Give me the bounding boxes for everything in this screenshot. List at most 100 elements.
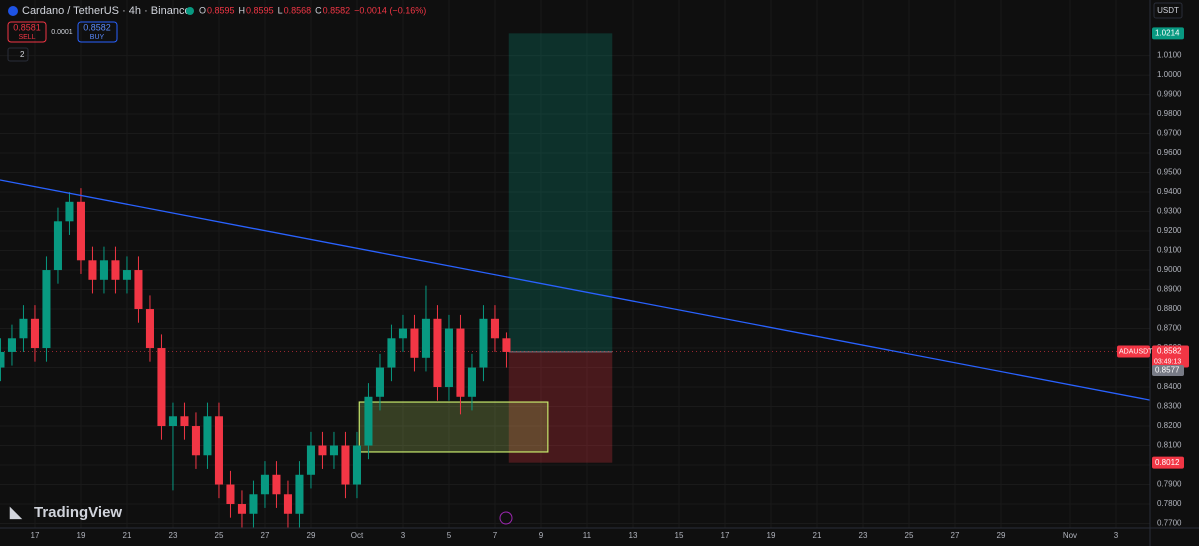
y-tick-label: 0.9800 bbox=[1157, 109, 1182, 118]
indicators-count[interactable]: 2 bbox=[20, 50, 25, 59]
candle-body bbox=[134, 270, 143, 310]
x-tick-label: 27 bbox=[261, 531, 270, 540]
candle-body bbox=[272, 474, 281, 495]
y-tick-label: 0.9600 bbox=[1157, 148, 1182, 157]
candle-body bbox=[352, 445, 361, 485]
prev-price-bg bbox=[1152, 365, 1184, 377]
y-tick-label: 0.7800 bbox=[1157, 499, 1182, 508]
candle-body bbox=[456, 328, 465, 397]
x-tick-label: 17 bbox=[721, 531, 730, 540]
x-tick-label: 25 bbox=[905, 531, 914, 540]
x-tick-label: 13 bbox=[629, 531, 638, 540]
prev-price: 0.8577 bbox=[1155, 366, 1180, 375]
y-tick-label: 0.8300 bbox=[1157, 402, 1182, 411]
y-tick-label: 1.0100 bbox=[1157, 51, 1182, 60]
event-icon[interactable] bbox=[499, 511, 513, 525]
buy-label[interactable]: BUY bbox=[90, 34, 105, 41]
brand: TradingView bbox=[34, 504, 122, 521]
candle-body bbox=[0, 351, 5, 368]
target-badge-bg bbox=[1152, 27, 1184, 40]
candle-body bbox=[398, 328, 407, 339]
y-tick-label: 0.8900 bbox=[1157, 285, 1182, 294]
y-tick-label: 0.9400 bbox=[1157, 187, 1182, 196]
sell-label[interactable]: SELL bbox=[18, 34, 35, 41]
sell-price[interactable]: 0.8581 bbox=[13, 22, 41, 32]
candle-body bbox=[42, 270, 51, 349]
candle-body bbox=[502, 338, 511, 352]
ohlc-value: 0.8582 bbox=[323, 5, 351, 15]
y-tick-label: 0.9300 bbox=[1157, 207, 1182, 216]
x-tick-label: 19 bbox=[77, 531, 86, 540]
y-tick-label: 0.8800 bbox=[1157, 304, 1182, 313]
candle-body bbox=[387, 338, 396, 368]
candle-body bbox=[145, 309, 154, 349]
y-tick-label: 0.8700 bbox=[1157, 324, 1182, 333]
currency[interactable]: USDT bbox=[1157, 6, 1179, 15]
trendline bbox=[0, 179, 1151, 401]
candle-body bbox=[157, 348, 166, 427]
x-tick-label: 3 bbox=[401, 531, 406, 540]
candle-body bbox=[180, 416, 189, 427]
y-tick-label: 0.8200 bbox=[1157, 421, 1182, 430]
buy-price[interactable]: 0.8582 bbox=[83, 22, 111, 32]
indicators-toggle[interactable] bbox=[7, 47, 29, 62]
candle-body bbox=[410, 328, 419, 358]
profit-zone bbox=[508, 33, 613, 352]
plot bbox=[0, 0, 1151, 528]
y-tick-label: 0.9000 bbox=[1157, 265, 1182, 274]
target-badge: 1.0214 bbox=[1155, 28, 1180, 37]
candle-body bbox=[260, 474, 269, 495]
x-tick-label: 5 bbox=[447, 531, 452, 540]
ohlc-key: L bbox=[278, 5, 283, 15]
ohlc-key: O bbox=[199, 5, 206, 15]
candle-body bbox=[421, 318, 430, 358]
x-tick-label: 27 bbox=[951, 531, 960, 540]
candle-body bbox=[168, 416, 177, 427]
market-status bbox=[186, 7, 194, 15]
ohlc-key: C bbox=[315, 5, 322, 15]
candle-body bbox=[65, 201, 74, 222]
symbol-logo bbox=[8, 6, 18, 16]
x-tick-label: 29 bbox=[997, 531, 1006, 540]
ohlc-value: 0.8568 bbox=[284, 5, 312, 15]
sell-button[interactable] bbox=[7, 21, 47, 43]
candle-body bbox=[364, 396, 373, 446]
candle-body bbox=[53, 221, 62, 271]
x-tick-label: 23 bbox=[859, 531, 868, 540]
y-tick-label: 0.8400 bbox=[1157, 382, 1182, 391]
candle-body bbox=[329, 445, 338, 456]
candle-body bbox=[306, 445, 315, 475]
loss-zone bbox=[508, 351, 613, 463]
symbol-badge: ADAUSDT bbox=[1119, 348, 1153, 355]
stop-badge-bg bbox=[1152, 456, 1184, 469]
candle-body bbox=[30, 318, 39, 349]
brand-logo: ◣ bbox=[9, 504, 23, 521]
x-tick-label: 7 bbox=[493, 531, 498, 540]
candle-body bbox=[295, 474, 304, 514]
x-tick-label: 15 bbox=[675, 531, 684, 540]
candle-body bbox=[375, 367, 384, 397]
y-tick-label: 0.8100 bbox=[1157, 441, 1182, 450]
chart-title: Cardano / TetherUS · 4h · Binance bbox=[22, 5, 191, 17]
candle-body bbox=[203, 416, 212, 456]
buy-button[interactable] bbox=[77, 21, 118, 43]
spread: 0.0001 bbox=[51, 29, 73, 36]
ohlc-value: −0.0014 (−0.16%) bbox=[354, 5, 426, 15]
candle-body bbox=[111, 260, 120, 280]
last-price-bg bbox=[1152, 345, 1189, 368]
candle-body bbox=[122, 270, 131, 280]
candle-body bbox=[226, 484, 235, 505]
x-tick-label: 21 bbox=[123, 531, 132, 540]
y-tick-label: 0.7900 bbox=[1157, 480, 1182, 489]
candle-body bbox=[318, 445, 327, 456]
candle-body bbox=[433, 318, 442, 388]
candle-body bbox=[444, 328, 453, 388]
currency-button[interactable] bbox=[1153, 2, 1183, 19]
x-tick-label: 17 bbox=[31, 531, 40, 540]
candle-body bbox=[467, 367, 476, 397]
y-tick-label: 1.0000 bbox=[1157, 70, 1182, 79]
countdown: 03:49:13 bbox=[1154, 358, 1181, 365]
candle-body bbox=[249, 494, 258, 514]
